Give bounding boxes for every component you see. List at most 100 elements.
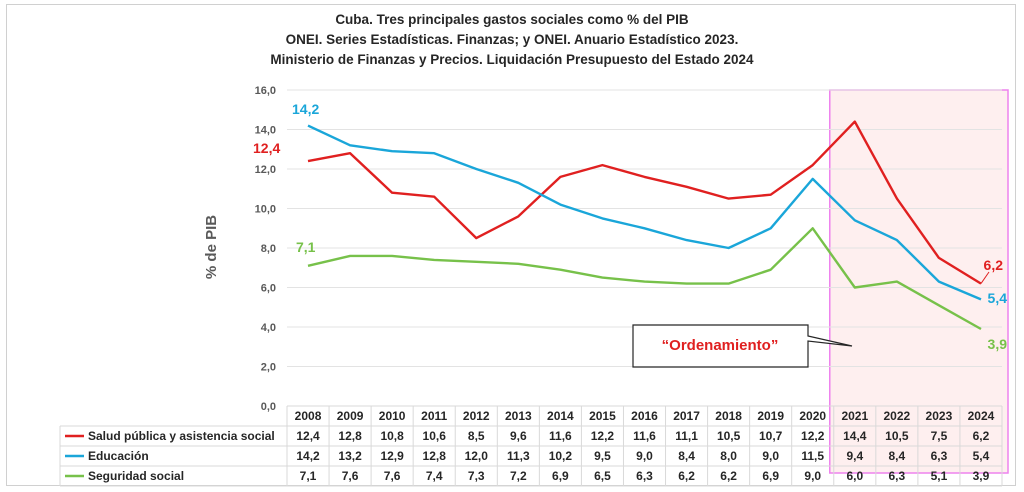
x-tick-label: 2012 — [463, 409, 490, 423]
x-tick-label: 2023 — [926, 409, 953, 423]
data-label: 5,4 — [988, 290, 1008, 306]
chart-title-line-2: ONEI. Series Estadísticas. Finanzas; y O… — [285, 32, 739, 47]
table-cell: 6,0 — [846, 469, 863, 483]
x-tick-label: 2020 — [799, 409, 826, 423]
series-line — [307, 124, 982, 301]
data-label: 6,2 — [984, 257, 1004, 273]
table-cell: 6,3 — [931, 449, 948, 463]
x-tick-label: 2010 — [379, 409, 406, 423]
table-cell: 13,2 — [338, 449, 362, 463]
x-tick-label: 2015 — [589, 409, 616, 423]
y-axis-label: % de PIB — [203, 215, 220, 279]
table-cell: 9,5 — [594, 449, 611, 463]
table-cell: 9,4 — [846, 449, 863, 463]
table-cell: 12,8 — [423, 449, 447, 463]
table-cell: 9,0 — [762, 449, 779, 463]
y-tick-label: 6,0 — [261, 283, 276, 295]
table-cell: 7,2 — [510, 469, 527, 483]
table-cell: 11,6 — [549, 429, 572, 443]
data-table: 2008 2009 2010 2011 2012 2013 2014 2015 2016 2017… — [59, 405, 1003, 487]
annotation-label: “Ordenamiento” — [662, 337, 779, 354]
y-tick-label: 14,0 — [255, 125, 276, 137]
table-cell: 3,9 — [973, 469, 990, 483]
table-cell: 11,3 — [507, 449, 530, 463]
y-tick-label: 12,0 — [255, 164, 276, 176]
table-cell: 12,2 — [801, 429, 825, 443]
x-tick-label: 2011 — [421, 409, 447, 423]
table-cell: 6,2 — [678, 469, 695, 483]
table-cell: 10,7 — [759, 429, 783, 443]
annotation-layer: “Ordenamiento” — [632, 324, 853, 368]
x-tick-label: 2016 — [631, 409, 658, 423]
table-cell: 11,6 — [633, 429, 656, 443]
table-cell: 7,5 — [931, 429, 948, 443]
table-cell: 7,6 — [384, 469, 401, 483]
table-cell: 8,4 — [889, 449, 906, 463]
y-tick-label: 8,0 — [261, 243, 276, 255]
table-cell: 6,2 — [973, 429, 990, 443]
x-tick-label: 2017 — [673, 409, 700, 423]
y-tick-label: 16,0 — [255, 85, 276, 97]
chart-title-line-3: Ministerio de Finanzas y Precios. Liquid… — [270, 52, 754, 67]
x-tick-label: 2014 — [547, 409, 574, 423]
table-cell: 7,4 — [426, 469, 443, 483]
table-cell: 11,5 — [801, 449, 824, 463]
legend-label: Educación — [88, 449, 149, 463]
table-cell: 10,6 — [423, 429, 447, 443]
table-cell: 6,3 — [636, 469, 653, 483]
table-cell: 6,3 — [889, 469, 906, 483]
y-tick-label: 10,0 — [255, 204, 276, 216]
table-cell: 9,0 — [636, 449, 653, 463]
table-cell: 9,6 — [510, 429, 527, 443]
data-label: 12,4 — [253, 140, 280, 156]
x-tick-label: 2009 — [337, 409, 364, 423]
table-cell: 7,1 — [300, 469, 317, 483]
table-cell: 12,9 — [380, 449, 404, 463]
data-label: 14,2 — [292, 101, 319, 117]
leader-line — [980, 271, 990, 284]
table-cell: 10,2 — [549, 449, 573, 463]
series-line — [307, 120, 982, 285]
table-cell: 8,0 — [720, 449, 737, 463]
x-tick-label: 2008 — [295, 409, 322, 423]
x-tick-label: 2024 — [968, 409, 995, 423]
y-tick-label: 4,0 — [261, 322, 276, 334]
data-label: 7,1 — [296, 239, 316, 255]
y-tick-label: 0,0 — [261, 401, 276, 413]
table-cell: 12,8 — [338, 429, 362, 443]
table-cell: 9,0 — [804, 469, 821, 483]
table-cell: 5,1 — [931, 469, 948, 483]
x-tick-label: 2013 — [505, 409, 532, 423]
series-line — [307, 227, 982, 331]
legend-label: Salud pública y asistencia social — [88, 429, 275, 443]
table-cell: 7,3 — [468, 469, 485, 483]
x-tick-label: 2019 — [757, 409, 784, 423]
table-cell: 6,2 — [720, 469, 737, 483]
table-cell: 14,2 — [296, 449, 320, 463]
table-cell: 8,4 — [678, 449, 695, 463]
table-cell: 8,5 — [468, 429, 485, 443]
y-axis-ticks: 0,0 2,0 4,0 6,0 8,0 10,0 12,0 14,0 16,0 — [255, 85, 276, 413]
table-cell: 12,2 — [591, 429, 615, 443]
x-tick-label: 2021 — [841, 409, 868, 423]
annotation-callout — [632, 324, 853, 368]
table-cell: 6,5 — [594, 469, 611, 483]
table-cell: 10,5 — [717, 429, 741, 443]
y-tick-label: 2,0 — [261, 362, 276, 374]
table-cell: 5,4 — [973, 449, 990, 463]
x-tick-label: 2022 — [884, 409, 911, 423]
table-cell: 12,4 — [296, 429, 320, 443]
table-cell: 6,9 — [552, 469, 569, 483]
data-label: 3,9 — [988, 336, 1008, 352]
table-cell: 7,6 — [342, 469, 359, 483]
table-cell: 11,1 — [675, 429, 698, 443]
chart-title-line-1: Cuba. Tres principales gastos sociales c… — [335, 12, 689, 27]
legend-label: Seguridad social — [88, 469, 184, 483]
table-cell: 6,9 — [762, 469, 779, 483]
table-cell: 14,4 — [843, 429, 867, 443]
table-cell: 10,8 — [380, 429, 404, 443]
x-tick-label: 2018 — [715, 409, 742, 423]
series-layer: 14,2 12,4 7,1 6,2 5,4 3,9 — [253, 101, 1007, 352]
table-cell: 10,5 — [885, 429, 909, 443]
